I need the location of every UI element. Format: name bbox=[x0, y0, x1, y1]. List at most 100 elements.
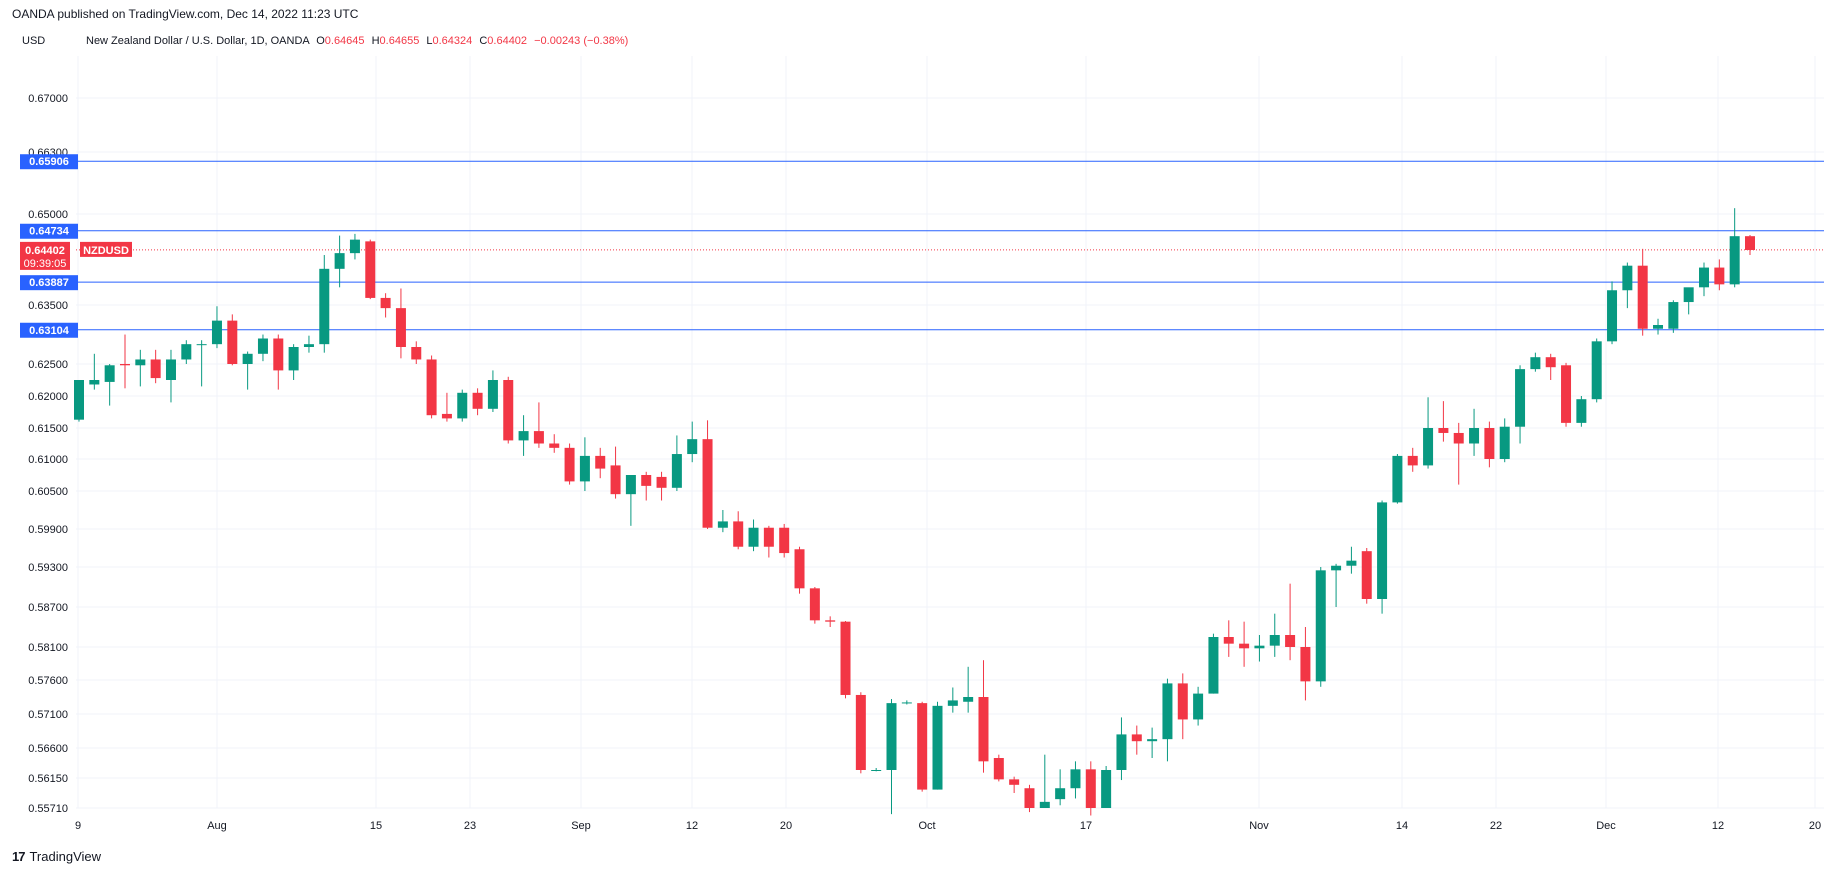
candle[interactable] bbox=[1668, 300, 1679, 333]
candle[interactable] bbox=[825, 616, 836, 627]
candle[interactable] bbox=[150, 349, 161, 384]
candle[interactable] bbox=[1300, 627, 1311, 701]
candle[interactable] bbox=[165, 349, 176, 403]
candle[interactable] bbox=[1714, 259, 1725, 291]
candle[interactable] bbox=[1530, 352, 1541, 372]
candle[interactable] bbox=[625, 475, 636, 526]
candle[interactable] bbox=[763, 525, 774, 558]
candle[interactable] bbox=[1055, 769, 1066, 806]
candle[interactable] bbox=[426, 355, 437, 419]
candle[interactable] bbox=[1515, 365, 1526, 444]
candle[interactable] bbox=[1223, 620, 1234, 657]
candle[interactable] bbox=[1607, 281, 1618, 345]
candle[interactable] bbox=[104, 364, 115, 406]
candle[interactable] bbox=[1453, 422, 1464, 485]
candle[interactable] bbox=[1116, 717, 1127, 781]
candle[interactable] bbox=[641, 471, 652, 501]
candle[interactable] bbox=[993, 754, 1004, 782]
candle[interactable] bbox=[1269, 613, 1280, 657]
candle[interactable] bbox=[840, 621, 851, 699]
candle[interactable] bbox=[1131, 725, 1142, 755]
candle[interactable] bbox=[901, 700, 912, 705]
candle[interactable] bbox=[319, 255, 330, 353]
candle[interactable] bbox=[533, 402, 544, 448]
candle[interactable] bbox=[1377, 500, 1388, 614]
candle[interactable] bbox=[1039, 754, 1050, 808]
candle[interactable] bbox=[365, 239, 376, 300]
candle[interactable] bbox=[89, 353, 100, 390]
price-axis[interactable]: 0.670000.663000.650000.635000.625000.620… bbox=[28, 93, 68, 815]
candle[interactable] bbox=[1637, 248, 1648, 336]
candle[interactable] bbox=[503, 376, 514, 444]
candle[interactable] bbox=[855, 692, 866, 774]
candle[interactable] bbox=[380, 293, 391, 318]
candle[interactable] bbox=[733, 511, 744, 550]
candle[interactable] bbox=[1346, 546, 1357, 574]
candle[interactable] bbox=[1545, 353, 1556, 380]
candle[interactable] bbox=[1438, 401, 1449, 442]
candle[interactable] bbox=[227, 314, 238, 366]
candle[interactable] bbox=[1009, 776, 1020, 793]
candle[interactable] bbox=[809, 587, 820, 624]
candle[interactable] bbox=[1085, 761, 1096, 816]
candle[interactable] bbox=[303, 335, 314, 353]
candle[interactable] bbox=[349, 233, 360, 260]
candle[interactable] bbox=[595, 447, 606, 479]
candle[interactable] bbox=[1208, 633, 1219, 694]
candle[interactable] bbox=[1285, 583, 1296, 661]
candle[interactable] bbox=[1745, 235, 1755, 256]
candle[interactable] bbox=[1622, 262, 1633, 309]
candle[interactable] bbox=[1499, 418, 1510, 463]
candle[interactable] bbox=[717, 510, 728, 533]
candle[interactable] bbox=[886, 699, 897, 815]
candle[interactable] bbox=[947, 687, 958, 713]
candle[interactable] bbox=[257, 334, 268, 362]
horizontal-levels[interactable] bbox=[76, 160, 1824, 331]
candle[interactable] bbox=[1162, 678, 1173, 762]
candle[interactable] bbox=[457, 389, 468, 422]
candle[interactable] bbox=[1561, 362, 1572, 427]
candle[interactable] bbox=[1469, 408, 1480, 456]
candle[interactable] bbox=[74, 380, 84, 422]
candle[interactable] bbox=[1484, 421, 1495, 468]
candle[interactable] bbox=[549, 434, 560, 453]
candle[interactable] bbox=[487, 370, 498, 412]
candle[interactable] bbox=[441, 392, 452, 422]
candle[interactable] bbox=[181, 340, 192, 364]
candle[interactable] bbox=[334, 235, 345, 288]
candle[interactable] bbox=[196, 340, 207, 387]
candle[interactable] bbox=[656, 471, 667, 501]
candle[interactable] bbox=[1407, 447, 1418, 472]
candle[interactable] bbox=[1177, 673, 1188, 740]
candle[interactable] bbox=[1423, 397, 1434, 469]
candle[interactable] bbox=[273, 334, 284, 390]
candle[interactable] bbox=[1576, 396, 1587, 427]
candle[interactable] bbox=[1683, 287, 1694, 315]
candle[interactable] bbox=[1361, 548, 1372, 604]
candle[interactable] bbox=[1024, 784, 1035, 813]
candle[interactable] bbox=[119, 334, 130, 389]
candlestick-chart[interactable]: 0.670000.663000.650000.635000.625000.620… bbox=[0, 0, 1834, 845]
candle[interactable] bbox=[242, 351, 253, 390]
candle[interactable] bbox=[1699, 262, 1710, 297]
candle[interactable] bbox=[1193, 686, 1204, 726]
candle[interactable] bbox=[1239, 621, 1250, 667]
candle[interactable] bbox=[1729, 208, 1740, 288]
candle[interactable] bbox=[794, 546, 805, 594]
candle[interactable] bbox=[871, 768, 882, 772]
candles[interactable] bbox=[74, 208, 1755, 816]
candle[interactable] bbox=[917, 701, 928, 792]
tradingview-footer[interactable]: 17 TradingView bbox=[12, 849, 101, 864]
candle[interactable] bbox=[963, 666, 974, 713]
candle[interactable] bbox=[1315, 567, 1326, 687]
candle[interactable] bbox=[1331, 563, 1342, 607]
candle[interactable] bbox=[932, 701, 943, 790]
candle[interactable] bbox=[472, 388, 483, 416]
candle[interactable] bbox=[411, 341, 422, 364]
candle[interactable] bbox=[1070, 761, 1081, 799]
candle[interactable] bbox=[579, 437, 590, 491]
candle[interactable] bbox=[978, 660, 989, 773]
candle[interactable] bbox=[702, 420, 713, 529]
candle[interactable] bbox=[1254, 635, 1265, 662]
candle[interactable] bbox=[135, 349, 146, 387]
